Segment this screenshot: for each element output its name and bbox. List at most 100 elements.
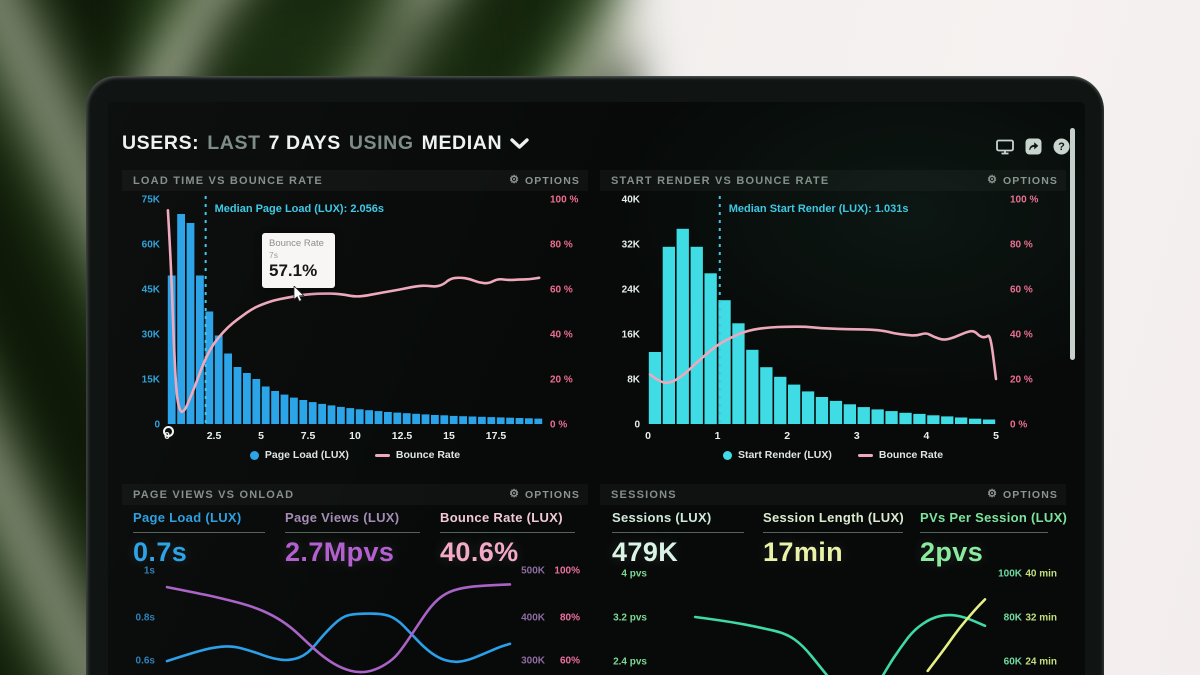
mouse-cursor — [293, 286, 305, 302]
vertical-scrollbar[interactable] — [1070, 128, 1075, 360]
options-label: OPTIONS — [525, 488, 580, 501]
svg-text:?: ? — [1058, 141, 1065, 153]
svg-text:0 %: 0 % — [1010, 420, 1027, 431]
svg-text:400K: 400K — [521, 613, 546, 624]
svg-text:30K: 30K — [142, 330, 161, 341]
options-button[interactable]: ⚙ OPTIONS — [981, 488, 1066, 502]
metric-label: Session Length (LUX) — [763, 510, 905, 525]
svg-text:60 %: 60 % — [1010, 285, 1033, 296]
help-icon[interactable]: ? — [1053, 138, 1070, 155]
svg-text:80K: 80K — [1004, 613, 1023, 624]
svg-text:32 min: 32 min — [1025, 613, 1057, 624]
legend-item[interactable]: Start Render (LUX) — [722, 449, 832, 461]
metric-rule — [440, 532, 575, 533]
options-label: OPTIONS — [525, 174, 580, 187]
legend-item[interactable]: Bounce Rate — [857, 449, 944, 461]
svg-text:4 pvs: 4 pvs — [621, 569, 647, 580]
metric-value: 2.7Mpvs — [285, 537, 395, 567]
svg-text:0 %: 0 % — [550, 420, 567, 431]
svg-text:16K: 16K — [622, 330, 641, 341]
svg-text:1: 1 — [715, 430, 721, 442]
svg-text:1s: 1s — [144, 566, 156, 577]
dashboard-screen: USERS: LAST 7 DAYS USING MEDIAN — [108, 102, 1085, 675]
svg-text:24K: 24K — [622, 285, 641, 296]
svg-text:15: 15 — [443, 430, 455, 442]
chart-legend: Start Render (LUX) Bounce Rate — [600, 449, 1066, 461]
svg-text:100 %: 100 % — [1010, 195, 1038, 206]
svg-text:0.6s: 0.6s — [136, 656, 156, 667]
panel-title: LOAD TIME VS BOUNCE RATE — [133, 174, 323, 187]
page-views-chart[interactable]: 1s 0.8s 0.6s 500K 400K 300K 100% 80% 60% — [122, 560, 588, 675]
series-dot-icon — [722, 450, 732, 460]
svg-text:60 %: 60 % — [550, 285, 573, 296]
svg-text:3: 3 — [854, 430, 860, 442]
metric-page-views: Page Views (LUX) 2.7Mpvs — [285, 510, 420, 568]
metric-rule — [763, 532, 903, 533]
svg-text:17.5: 17.5 — [486, 430, 507, 442]
svg-text:80 %: 80 % — [550, 240, 573, 251]
legend-label: Start Render (LUX) — [737, 449, 832, 461]
metric-label: Bounce Rate (LUX) — [440, 510, 563, 525]
svg-text:10: 10 — [349, 430, 361, 442]
metric-sessions: Sessions (LUX) 479K — [612, 510, 744, 568]
metric-page-load: Page Load (LUX) 0.7s — [133, 510, 265, 568]
metric-value: 479K — [612, 537, 679, 567]
timeframe-dropdown[interactable]: USERS: LAST 7 DAYS USING MEDIAN — [122, 132, 529, 155]
svg-text:0: 0 — [645, 430, 651, 442]
share-icon[interactable] — [1025, 138, 1042, 155]
gear-icon: ⚙ — [987, 174, 999, 186]
svg-text:40K: 40K — [622, 195, 641, 206]
options-button[interactable]: ⚙ OPTIONS — [503, 488, 588, 502]
svg-text:100%: 100% — [554, 566, 580, 577]
series-dot-icon — [249, 450, 259, 460]
display-icon[interactable] — [996, 139, 1014, 155]
options-button[interactable]: ⚙ OPTIONS — [981, 174, 1066, 188]
svg-text:20 %: 20 % — [1010, 375, 1033, 386]
panel-page-views: PAGE VIEWS VS ONLOAD ⚙ OPTIONS Page Load… — [122, 484, 588, 675]
laptop: USERS: LAST 7 DAYS USING MEDIAN — [86, 76, 1104, 675]
chart-legend: Page Load (LUX) Bounce Rate — [122, 449, 588, 461]
svg-text:5: 5 — [258, 430, 264, 442]
svg-text:24 min: 24 min — [1025, 657, 1057, 668]
options-label: OPTIONS — [1003, 174, 1058, 187]
metric-value: 40.6% — [440, 537, 519, 567]
svg-text:4: 4 — [923, 430, 929, 442]
metric-rule — [133, 532, 265, 533]
svg-text:100 %: 100 % — [550, 195, 578, 206]
gear-icon: ⚙ — [987, 488, 999, 500]
svg-text:500K: 500K — [521, 566, 546, 577]
svg-text:20 %: 20 % — [550, 375, 573, 386]
svg-text:2.4 pvs: 2.4 pvs — [613, 657, 647, 668]
svg-text:40 %: 40 % — [550, 330, 573, 341]
svg-text:0: 0 — [154, 420, 160, 431]
metric-label: PVs Per Session (LUX) — [920, 510, 1068, 525]
options-label: OPTIONS — [1003, 488, 1058, 501]
tooltip-value: 57.1% — [269, 261, 318, 280]
metric-bounce-rate: Bounce Rate (LUX) 40.6% — [440, 510, 575, 568]
svg-text:Median Start Render (LUX): 1.0: Median Start Render (LUX): 1.031s — [729, 203, 909, 215]
svg-text:80%: 80% — [560, 613, 580, 624]
svg-text:7.5: 7.5 — [301, 430, 316, 442]
sessions-chart[interactable]: 4 pvs 3.2 pvs 2.4 pvs 100K 80K 60K 40 min 32 mi… — [600, 560, 1066, 675]
metric-session-length: Session Length (LUX) 17min — [763, 510, 905, 568]
legend-item[interactable]: Page Load (LUX) — [249, 449, 349, 461]
options-button[interactable]: ⚙ OPTIONS — [503, 174, 588, 188]
svg-text:2.5: 2.5 — [207, 430, 222, 442]
start-render-chart[interactable]: 40K 32K 24K 16K 8K 0 100 % 80 % 60 % 40 % 20 % 0 % 0… — [600, 192, 1066, 444]
series-line-icon — [374, 453, 390, 457]
svg-text:32K: 32K — [622, 240, 641, 251]
svg-text:40 %: 40 % — [1010, 330, 1033, 341]
metric-value: 0.7s — [133, 537, 188, 567]
load-time-chart[interactable]: 75K 60K 45K 30K 15K 0 100 % 80 % 60 % 40 % 20 % 0 %… — [122, 192, 588, 444]
svg-text:40 min: 40 min — [1025, 569, 1057, 580]
panel-title: SESSIONS — [611, 488, 677, 501]
legend-label: Bounce Rate — [878, 449, 944, 461]
svg-text:100K: 100K — [998, 569, 1023, 580]
metric-rule — [612, 532, 744, 533]
metric-value: 2pvs — [920, 537, 984, 567]
metric-rule — [920, 532, 1048, 533]
header-days: 7 DAYS — [268, 132, 341, 154]
legend-item[interactable]: Bounce Rate — [374, 449, 460, 461]
data-point-marker — [163, 426, 174, 437]
